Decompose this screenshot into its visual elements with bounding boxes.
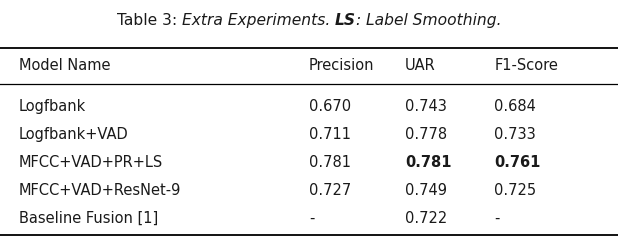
Text: 0.781: 0.781	[309, 155, 351, 170]
Text: 0.781: 0.781	[405, 155, 451, 170]
Text: 0.733: 0.733	[494, 127, 536, 142]
Text: 0.727: 0.727	[309, 183, 351, 198]
Text: -: -	[494, 211, 500, 226]
Text: MFCC+VAD+ResNet-9: MFCC+VAD+ResNet-9	[19, 183, 181, 198]
Text: Model Name: Model Name	[19, 58, 110, 73]
Text: 0.711: 0.711	[309, 127, 351, 142]
Text: Logfbank: Logfbank	[19, 99, 86, 114]
Text: Logfbank+VAD: Logfbank+VAD	[19, 127, 129, 142]
Text: -: -	[309, 211, 315, 226]
Text: 0.743: 0.743	[405, 99, 447, 114]
Text: 0.670: 0.670	[309, 99, 351, 114]
Text: Extra Experiments.: Extra Experiments.	[182, 13, 335, 28]
Text: UAR: UAR	[405, 58, 436, 73]
Text: :: :	[356, 13, 366, 28]
Text: Baseline Fusion [1]: Baseline Fusion [1]	[19, 211, 158, 226]
Text: 0.722: 0.722	[405, 211, 447, 226]
Text: Table 3:: Table 3:	[117, 13, 182, 28]
Text: 0.778: 0.778	[405, 127, 447, 142]
Text: MFCC+VAD+PR+LS: MFCC+VAD+PR+LS	[19, 155, 163, 170]
Text: Label Smoothing.: Label Smoothing.	[366, 13, 501, 28]
Text: 0.684: 0.684	[494, 99, 536, 114]
Text: 0.749: 0.749	[405, 183, 447, 198]
Text: LS: LS	[335, 13, 356, 28]
Text: Precision: Precision	[309, 58, 375, 73]
Text: F1-Score: F1-Score	[494, 58, 558, 73]
Text: 0.725: 0.725	[494, 183, 536, 198]
Text: 0.761: 0.761	[494, 155, 541, 170]
